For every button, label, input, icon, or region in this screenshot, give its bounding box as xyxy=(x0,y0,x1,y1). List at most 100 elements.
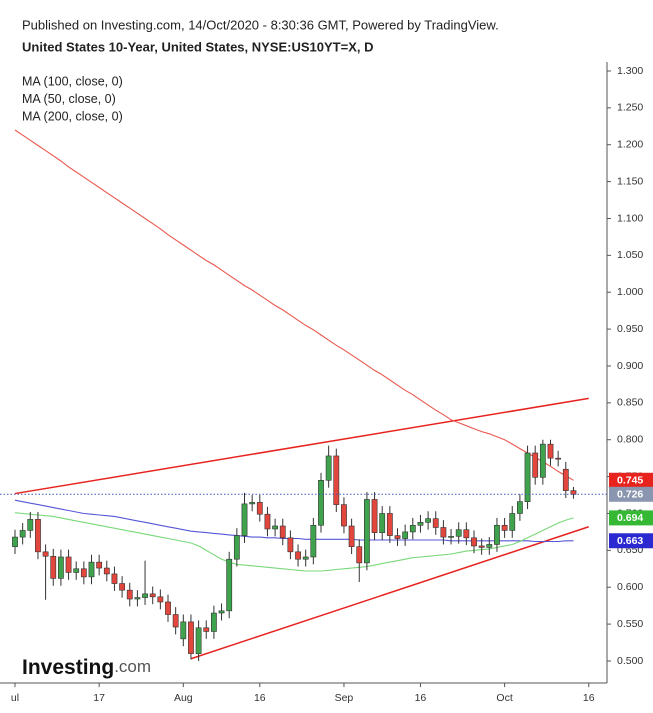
candle-body xyxy=(516,501,523,514)
candle-body xyxy=(65,556,72,573)
candle-body xyxy=(157,596,164,603)
candle-body xyxy=(409,524,416,533)
candle-body xyxy=(119,583,125,591)
candle-body xyxy=(180,621,187,640)
candle-body xyxy=(348,525,355,547)
price-tag-label: 0.663 xyxy=(617,535,643,547)
candle-body xyxy=(35,519,41,553)
x-tick-label: 16 xyxy=(415,692,427,704)
price-tag xyxy=(609,472,653,488)
candle-body xyxy=(172,614,179,628)
candle-body xyxy=(149,593,156,598)
candle-body xyxy=(310,524,317,558)
y-tick-label: 0.800 xyxy=(617,434,643,446)
candle-body xyxy=(96,561,103,569)
y-tick-label: 0.600 xyxy=(617,581,643,593)
candle-body xyxy=(341,504,347,527)
x-tick-label: 16 xyxy=(254,692,266,704)
candle-body xyxy=(494,524,500,545)
candle-body xyxy=(256,502,263,515)
candle-body xyxy=(19,530,26,538)
ma-line xyxy=(14,129,574,481)
candle-body xyxy=(379,513,386,533)
legend-entry: MA (200, close, 0) xyxy=(22,109,123,123)
candle-body xyxy=(12,536,18,547)
candle-body xyxy=(233,535,240,560)
candle-body xyxy=(501,524,508,531)
candle-body xyxy=(195,627,202,654)
price-tag-label: 0.694 xyxy=(617,512,643,524)
y-tick-label: 1.100 xyxy=(617,212,643,224)
candle-body xyxy=(325,455,332,481)
legend-entry: MA (50, close, 0) xyxy=(22,92,116,106)
y-tick-label: 1.050 xyxy=(617,249,643,261)
candle-body xyxy=(356,546,363,564)
x-tick-label: 17 xyxy=(93,692,105,704)
x-tick-label: ul xyxy=(11,692,19,704)
y-tick-label: 1.150 xyxy=(617,175,643,187)
trendline xyxy=(14,397,589,495)
candle-body xyxy=(42,551,49,557)
candle-body xyxy=(211,612,217,632)
candle-body xyxy=(547,443,554,459)
trendline xyxy=(190,526,589,660)
y-tick-label: 1.300 xyxy=(617,65,643,77)
candle-body xyxy=(142,593,148,598)
price-tag xyxy=(609,510,653,526)
candle-body xyxy=(134,597,141,600)
candle-body xyxy=(417,522,424,526)
candle-body xyxy=(249,502,256,505)
candle-body xyxy=(27,519,34,531)
y-tick-label: 0.850 xyxy=(617,397,643,409)
candle-body xyxy=(165,601,171,615)
price-tag-label: 0.726 xyxy=(617,489,643,501)
candle-body xyxy=(471,537,477,547)
candle-body xyxy=(50,555,57,579)
y-tick-label: 1.000 xyxy=(617,286,643,298)
candle-body xyxy=(478,545,485,548)
candle-body xyxy=(287,537,294,553)
y-tick-label: 0.550 xyxy=(617,618,643,630)
candle-body xyxy=(302,556,309,560)
y-tick-label: 0.950 xyxy=(617,323,643,335)
candle-body xyxy=(448,536,454,538)
candle-body xyxy=(463,529,470,539)
x-tick-label: Sep xyxy=(335,692,354,704)
candle-body xyxy=(188,621,194,654)
candle-body xyxy=(111,573,118,584)
candle-body xyxy=(440,527,447,538)
candle-body xyxy=(394,535,401,539)
x-tick-label: Aug xyxy=(174,692,193,704)
candle-body xyxy=(88,561,95,578)
y-tick-label: 1.200 xyxy=(617,139,643,151)
candle-body xyxy=(486,544,493,548)
candle-body xyxy=(318,479,324,526)
logo: Investing.com xyxy=(22,656,151,679)
candle-body xyxy=(333,455,340,505)
logo-suffix: .com xyxy=(114,657,151,676)
candle-body xyxy=(402,531,409,539)
candle-body xyxy=(555,457,562,460)
published-line: Published on Investing.com, 14/Oct/2020 … xyxy=(22,17,499,32)
candle-body xyxy=(203,627,210,632)
candle-body xyxy=(532,452,539,478)
candle-body xyxy=(279,525,286,539)
price-tag-label: 0.745 xyxy=(617,475,643,487)
candle-body xyxy=(363,499,370,564)
candle-body xyxy=(524,452,531,502)
candle-body xyxy=(562,468,569,491)
candle-body xyxy=(386,513,393,536)
candle-body xyxy=(126,589,133,600)
x-tick-label: 16 xyxy=(583,692,595,704)
y-tick-label: 1.250 xyxy=(617,102,643,114)
candle-body xyxy=(509,513,516,531)
candle-body xyxy=(295,551,301,560)
candle-body xyxy=(226,558,233,612)
price-tag xyxy=(609,486,653,502)
candle-body xyxy=(570,490,577,495)
candle-body xyxy=(539,443,546,478)
candle-body xyxy=(371,499,378,533)
logo-name: Investing xyxy=(22,656,114,679)
candle-body xyxy=(272,525,278,530)
